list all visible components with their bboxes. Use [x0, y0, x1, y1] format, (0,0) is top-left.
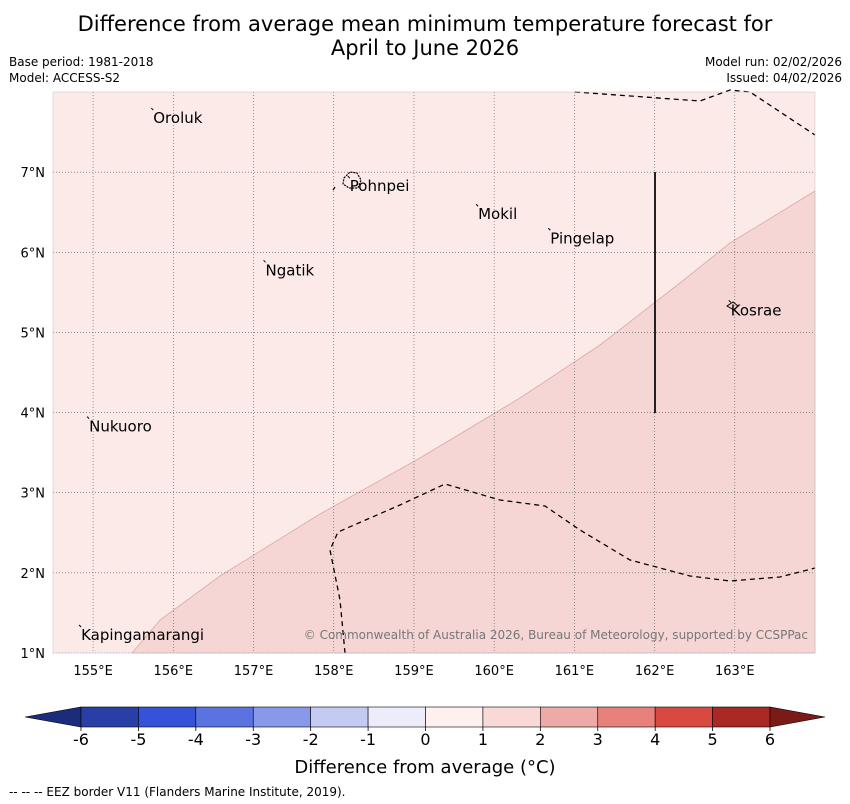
place-labels: Oroluk Pohnpei Mokil Pingelap Ngatik Kosrae Nu… [78, 107, 782, 644]
lat-tick-label: 7°N [21, 166, 46, 181]
colorbar-tick-label: 6 [765, 730, 775, 749]
model-run-date: Model run: 02/02/2026 [704, 55, 842, 69]
colorbar-bin [712, 706, 771, 728]
place-label: Mokil [478, 205, 517, 223]
place-label: Pohnpei [350, 177, 410, 195]
colorbar-tick-label: 5 [707, 730, 717, 749]
colorbar-over-arrow [769, 706, 826, 728]
place-marker [347, 175, 351, 179]
latitude-labels: 7°N 6°N 5°N 4°N 3°N 2°N 1°N [21, 166, 46, 662]
colorbar-bin [252, 706, 311, 728]
colorbar-tick-label: 3 [593, 730, 603, 749]
colorbar-under-arrow [24, 706, 82, 728]
colorbar-tick-label: -4 [188, 730, 204, 749]
kosrae-island [726, 301, 739, 311]
colorbar-tick-label: 1 [478, 730, 488, 749]
colorbar-tick-label: 2 [535, 730, 545, 749]
colorbar-bin [654, 706, 713, 728]
place-label: Nukuoro [89, 418, 152, 436]
lon-tick-label: 160°E [474, 664, 514, 679]
lat-tick-label: 4°N [21, 407, 46, 422]
issued-date: Issued: 04/02/2026 [726, 71, 842, 85]
eez-borders [329, 89, 816, 654]
colorbar-bin [367, 706, 426, 728]
colorbar-tick-label: -1 [360, 730, 376, 749]
lon-tick-label: 161°E [555, 664, 595, 679]
lat-tick-label: 5°N [21, 326, 46, 341]
place-marker [728, 300, 732, 303]
lat-tick-label: 1°N [21, 647, 46, 662]
colorbar-bin [195, 706, 254, 728]
place-marker [86, 416, 90, 419]
lon-tick-label: 158°E [314, 664, 354, 679]
colorbar-tick-label: -2 [303, 730, 319, 749]
lat-tick-label: 2°N [21, 567, 46, 582]
colorbar-bin [138, 706, 197, 728]
place-label: Kapingamarangi [81, 626, 204, 644]
eez-border-south [329, 483, 816, 654]
colorbar-bin [80, 706, 139, 728]
place-marker [547, 227, 551, 231]
eez-border-north [574, 89, 816, 136]
lon-tick-label: 159°E [394, 664, 434, 679]
colorbar-bin [425, 706, 484, 728]
eez-legend-note: -- -- -- EEZ border V11 (Flanders Marine… [9, 785, 346, 799]
lat-tick-label: 6°N [21, 246, 46, 261]
base-period: Base period: 1981-2018 [9, 55, 154, 69]
title-line-1: Difference from average mean minimum tem… [77, 12, 773, 36]
model-name: Model: ACCESS-S2 [9, 71, 121, 85]
colorbar-tick-label: -3 [245, 730, 261, 749]
place-label: Kosrae [731, 301, 782, 319]
colorbar-bin [482, 706, 541, 728]
colorbar-bin [540, 706, 599, 728]
colorbar: -6 -5 -4 -3 -2 -1 0 1 2 3 4 5 6 [24, 706, 826, 749]
colorbar-tick-label: 4 [650, 730, 660, 749]
place-marker [263, 259, 266, 263]
lon-tick-label: 163°E [715, 664, 755, 679]
forecast-map: Oroluk Pohnpei Mokil Pingelap Ngatik Kosrae Nu… [21, 89, 826, 749]
model-info: Base period: 1981-2018 Model: ACCESS-S2 [9, 54, 154, 86]
pohnpei-island [342, 171, 362, 189]
lon-tick-label: 157°E [234, 664, 274, 679]
map-frame [52, 91, 816, 654]
place-marker [78, 624, 82, 628]
longitude-labels: 155°E 156°E 157°E 158°E 159°E 160°E 161°E 162°E… [73, 664, 754, 679]
lon-tick-label: 156°E [154, 664, 194, 679]
lat-tick-label: 3°N [21, 487, 46, 502]
colorbar-tick-label: -5 [130, 730, 146, 749]
pohnpei-islet [332, 186, 336, 191]
colorbar-tick-label: -6 [73, 730, 89, 749]
place-label: Oroluk [153, 109, 202, 127]
map-title: Difference from average mean minimum tem… [0, 12, 850, 60]
colorbar-tick-label: 0 [420, 730, 430, 749]
colorbar-bin [597, 706, 656, 728]
copyright-notice: © Commonwealth of Australia 2026, Bureau… [304, 628, 808, 642]
title-line-2: April to June 2026 [330, 36, 520, 60]
lon-tick-label: 155°E [73, 664, 113, 679]
place-marker [475, 203, 479, 207]
place-label: Pingelap [550, 229, 614, 247]
colorbar-bin [310, 706, 369, 728]
place-marker [150, 107, 154, 111]
place-label: Ngatik [266, 261, 315, 279]
lon-tick-label: 162°E [635, 664, 675, 679]
run-info: Model run: 02/02/2026 Issued: 04/02/2026 [705, 54, 842, 86]
colorbar-label: Difference from average (°C) [294, 757, 556, 778]
